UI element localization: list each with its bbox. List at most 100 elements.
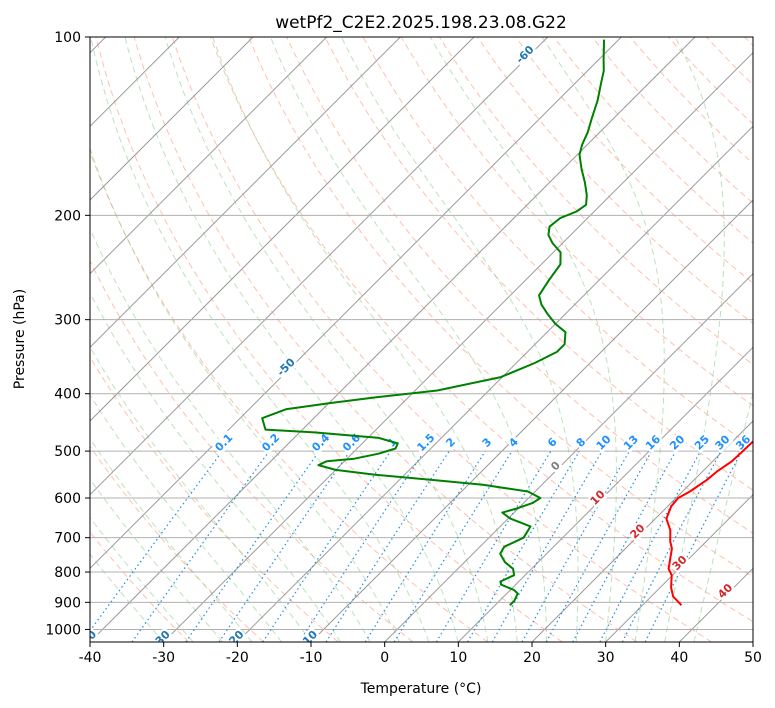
moist-adiabat-line (124, 37, 459, 642)
dry-adiabat-line (324, 37, 753, 491)
mixing-ratio-label: 2 (443, 435, 458, 450)
x-axis-label: Temperature (°C) (360, 681, 482, 697)
moist-adiabat-line (90, 346, 312, 642)
mixing-ratio-line (90, 450, 223, 632)
dry-adiabat-line (744, 37, 753, 47)
y-tick-label: 400 (54, 387, 81, 403)
moist-adiabat-line (693, 390, 753, 642)
y-tick-label: 100 (54, 30, 81, 46)
isotherm-line (90, 37, 328, 275)
moist-adiabat-line (429, 37, 617, 642)
mixing-ratio-line (491, 450, 603, 642)
moist-adiabat-line (90, 553, 165, 642)
dry-adiabat-line (90, 150, 488, 642)
moist-adiabat-line (90, 147, 400, 642)
y-tick-label: 500 (54, 444, 81, 460)
isotherm-line (678, 567, 753, 642)
chart-title: wetPf2_C2E2.2025.198.23.08.G22 (275, 13, 567, 33)
x-tick-label: 50 (744, 650, 762, 666)
y-axis: 100 200 300 400 500 600 700 800 900 1000 (45, 30, 90, 638)
isotherm-line (605, 493, 753, 642)
moist-adiabat-line (90, 516, 194, 642)
dry-adiabat-line (668, 37, 753, 125)
moist-adiabat-line (90, 37, 430, 642)
dry-adiabat-line (171, 37, 712, 642)
mixing-ratio-label: 25 (692, 433, 712, 453)
y-axis-label: Pressure (hPa) (12, 289, 28, 389)
x-tick-label: 20 (523, 650, 541, 666)
y-tick-label: 800 (54, 565, 81, 581)
isotherm-line (90, 37, 696, 642)
isotherm-line (163, 51, 753, 642)
dry-adiabat-line (248, 37, 753, 578)
dry-adiabat-line (400, 37, 753, 407)
dry-adiabat-line (591, 37, 753, 204)
x-tick-label: 0 (380, 650, 389, 666)
dry-adiabat-line (133, 37, 638, 642)
isotherm-label: -30 (150, 628, 173, 651)
x-tick-label: -40 (79, 650, 102, 666)
x-tick-label: 40 (670, 650, 688, 666)
y-tick-label: 700 (54, 531, 81, 547)
y-tick-label: 300 (54, 313, 81, 329)
isotherm-label: -10 (297, 628, 320, 651)
isotherm-line (310, 199, 753, 642)
dry-adiabat-line (706, 37, 753, 86)
dry-adiabat-line (515, 37, 753, 284)
mixing-ratio-label: 20 (667, 432, 687, 452)
x-tick-label: -20 (226, 650, 249, 666)
moist-adiabat-line (664, 37, 725, 642)
isobars (90, 37, 753, 630)
isotherms (90, 37, 753, 642)
moist-adiabat-line (90, 437, 253, 642)
moist-adiabat-line (541, 37, 665, 642)
dry-adiabat-line (90, 356, 339, 642)
dry-adiabat-line (90, 445, 264, 642)
isotherm-line (90, 37, 475, 422)
mixing-ratio-line (644, 450, 743, 642)
y-tick-label: 1000 (45, 622, 81, 638)
moist-adiabat-line (90, 478, 223, 642)
mixing-ratio-line (262, 450, 392, 642)
isotherm-label: -40 (76, 628, 99, 651)
dry-adiabat-line (210, 37, 753, 623)
dewpoint-profile-line (261, 39, 605, 606)
x-tick-label: -10 (300, 650, 323, 666)
moist-adiabats (90, 37, 753, 642)
isotherm-line (384, 272, 753, 642)
temperature-profile-line (665, 440, 753, 606)
wetbulb-label: 40 (715, 581, 735, 601)
dry-adiabat-line (438, 37, 753, 365)
x-tick-label: 10 (449, 650, 467, 666)
sounding-profiles (261, 39, 753, 606)
isotherm-line (90, 37, 401, 349)
mixing-ratio-line (545, 450, 653, 642)
isotherm-line (752, 641, 753, 642)
dry-adiabat-line (477, 37, 753, 325)
dry-adiabat-line (629, 37, 753, 165)
x-tick-label: -30 (152, 650, 175, 666)
moist-adiabat-line (90, 227, 371, 642)
dry-adiabat-line (90, 259, 414, 642)
y-tick-label: 200 (54, 208, 81, 224)
moist-adiabat-line (270, 37, 548, 642)
mixing-ratio-line (364, 450, 486, 642)
moist-adiabat-line (90, 291, 341, 642)
dry-adiabat-line (95, 37, 563, 642)
y-tick-label: 600 (54, 491, 81, 507)
mixing-ratio-line (435, 450, 552, 642)
mixing-ratio-line (185, 450, 320, 642)
mixing-ratio-label: 10 (594, 432, 614, 452)
mixing-ratio-line (325, 450, 450, 642)
mixing-ratio-line (466, 450, 580, 642)
mixing-ratio-line (599, 450, 702, 642)
x-axis: -40 -30 -20 -10 0 10 20 30 40 50 (79, 642, 762, 666)
isotherm-label: -50 (274, 355, 297, 378)
isotherm-label: -60 (513, 43, 536, 66)
isotherm-line (531, 420, 753, 642)
isotherm-line (236, 125, 753, 642)
wetbulb-label: 10 (588, 487, 608, 507)
mixing-ratio-line (218, 450, 351, 642)
mixing-ratio-line (521, 450, 631, 642)
mixing-ratio-lines (90, 450, 743, 642)
